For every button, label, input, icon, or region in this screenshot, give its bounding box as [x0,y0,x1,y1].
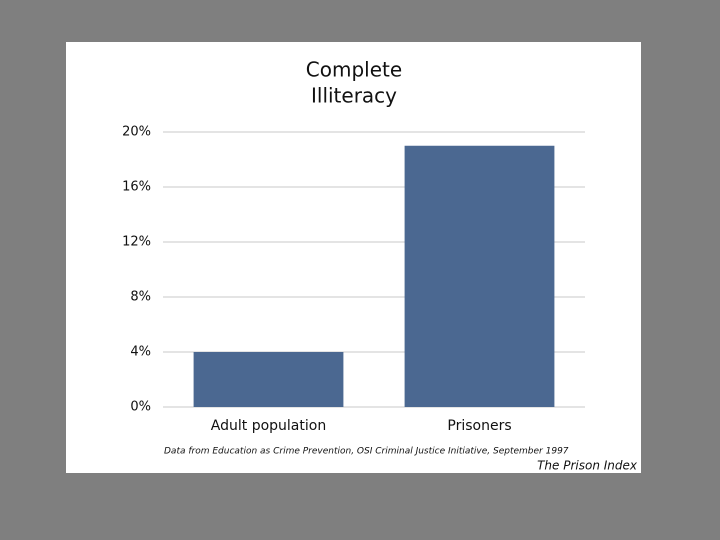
bar [404,145,555,407]
x-tick-label: Adult population [211,418,326,434]
y-tick-label: 20% [122,125,151,140]
y-tick-label: 8% [130,290,151,305]
bar [193,352,344,407]
x-tick-label: Prisoners [447,418,511,434]
chart-title: Illiteracy [311,84,397,108]
y-tick-label: 0% [130,400,151,415]
y-tick-label: 12% [122,235,151,250]
note: Data from Education as Crime Prevention,… [164,447,569,457]
source: The Prison Index [537,459,638,473]
chart-title: Complete [306,58,402,82]
y-tick-label: 4% [130,345,151,360]
y-tick-label: 16% [122,180,151,195]
